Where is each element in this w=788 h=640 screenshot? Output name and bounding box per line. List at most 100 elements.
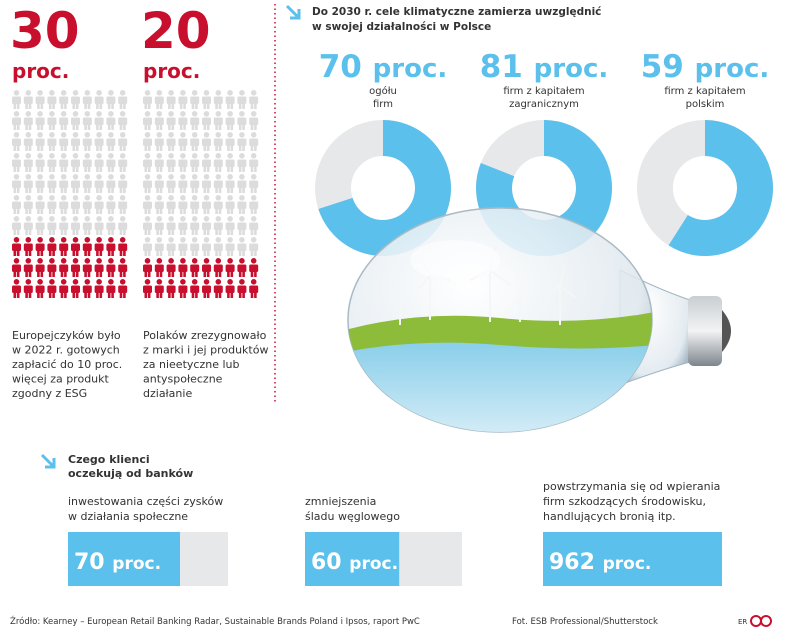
icon-body bbox=[35, 222, 45, 230]
icon-head bbox=[60, 216, 67, 222]
value: 70 bbox=[319, 49, 362, 85]
icon-head bbox=[203, 90, 210, 96]
icon-leg bbox=[254, 187, 257, 193]
icon-body bbox=[94, 117, 104, 125]
icon-body bbox=[23, 117, 33, 125]
icon-leg bbox=[156, 124, 159, 130]
icon-leg bbox=[96, 208, 99, 214]
icon-body bbox=[154, 159, 164, 167]
icon-leg bbox=[254, 292, 257, 298]
icon-head bbox=[119, 174, 126, 180]
icon-leg bbox=[183, 187, 186, 193]
icon-leg bbox=[111, 145, 114, 151]
icon-leg bbox=[250, 271, 254, 277]
icon-leg bbox=[28, 166, 32, 172]
icon-body bbox=[178, 138, 188, 146]
icon-leg bbox=[179, 229, 183, 235]
icon-leg bbox=[84, 145, 87, 151]
icon-leg bbox=[218, 166, 222, 172]
icon-leg bbox=[84, 250, 87, 256]
icon-body bbox=[225, 222, 235, 230]
icon-leg bbox=[242, 187, 245, 193]
icon-head bbox=[72, 174, 79, 180]
donut-segment bbox=[318, 120, 451, 256]
icon-leg bbox=[48, 250, 52, 256]
icon-body bbox=[178, 285, 188, 293]
icon-head bbox=[72, 111, 79, 117]
icon-head bbox=[203, 174, 210, 180]
icon-leg bbox=[238, 229, 242, 235]
icon-leg bbox=[191, 208, 195, 214]
icon-leg bbox=[64, 250, 67, 256]
icon-head bbox=[144, 132, 151, 138]
icon-leg bbox=[254, 208, 257, 214]
icon-leg bbox=[215, 250, 218, 256]
icon-leg bbox=[96, 229, 99, 235]
icon-leg bbox=[28, 250, 32, 256]
icon-leg bbox=[156, 208, 159, 214]
icon-body bbox=[249, 201, 259, 209]
icon-head bbox=[84, 237, 91, 243]
icon-head bbox=[25, 90, 32, 96]
icon-body bbox=[154, 201, 164, 209]
icon-head bbox=[72, 132, 79, 138]
icon-body bbox=[190, 180, 200, 188]
icon-head bbox=[37, 132, 43, 138]
icon-body bbox=[213, 285, 223, 293]
icon-body bbox=[59, 117, 69, 125]
bar bbox=[68, 532, 180, 586]
icon-head bbox=[84, 90, 91, 96]
icon-head bbox=[180, 132, 186, 138]
value-label: 70 proc. bbox=[74, 550, 161, 575]
icon-leg bbox=[206, 250, 210, 256]
icon-body bbox=[71, 117, 80, 125]
value: 70 bbox=[74, 550, 105, 575]
icon-leg bbox=[203, 229, 207, 235]
icon-head bbox=[227, 216, 233, 222]
icon-head bbox=[96, 174, 102, 180]
icon-head bbox=[215, 90, 222, 96]
icon-body bbox=[94, 96, 104, 104]
title: Czego klienci bbox=[68, 453, 150, 466]
icon-head bbox=[25, 195, 32, 201]
icon-leg bbox=[60, 250, 64, 256]
icon-leg bbox=[96, 166, 99, 172]
icon-leg bbox=[168, 250, 171, 256]
icon-leg bbox=[218, 250, 222, 256]
icon-leg bbox=[119, 229, 123, 235]
icon-leg bbox=[183, 208, 186, 214]
icon-leg bbox=[218, 124, 222, 130]
icon-leg bbox=[72, 166, 76, 172]
icon-leg bbox=[254, 103, 257, 109]
icon-head bbox=[108, 216, 114, 222]
caption: z marki i jej produktów bbox=[143, 344, 268, 357]
icon-body bbox=[190, 159, 200, 167]
icon-leg bbox=[156, 250, 159, 256]
icon-leg bbox=[107, 166, 111, 172]
icon-head bbox=[37, 279, 43, 285]
icon-leg bbox=[48, 229, 52, 235]
icon-body bbox=[35, 96, 45, 104]
unit: proc. bbox=[349, 554, 398, 574]
icon-body bbox=[249, 159, 259, 167]
icon-head bbox=[60, 132, 67, 138]
caption: Europejczyków było bbox=[12, 329, 121, 342]
bulb-photo bbox=[347, 207, 731, 433]
icon-leg bbox=[156, 166, 159, 172]
icon-leg bbox=[227, 208, 230, 214]
icon-body bbox=[35, 243, 45, 251]
icon-head bbox=[60, 111, 67, 117]
icon-body bbox=[82, 159, 92, 167]
icon-body bbox=[143, 117, 152, 125]
icon-leg bbox=[227, 271, 230, 277]
icon-leg bbox=[159, 250, 163, 256]
icon-leg bbox=[99, 187, 103, 193]
icon-leg bbox=[203, 271, 207, 277]
icon-head bbox=[84, 132, 91, 138]
icon-head bbox=[168, 153, 174, 159]
icon-head bbox=[72, 90, 79, 96]
icon-leg bbox=[171, 271, 175, 277]
icon-leg bbox=[156, 271, 159, 277]
icon-head bbox=[108, 258, 114, 264]
icon-head bbox=[108, 195, 114, 201]
